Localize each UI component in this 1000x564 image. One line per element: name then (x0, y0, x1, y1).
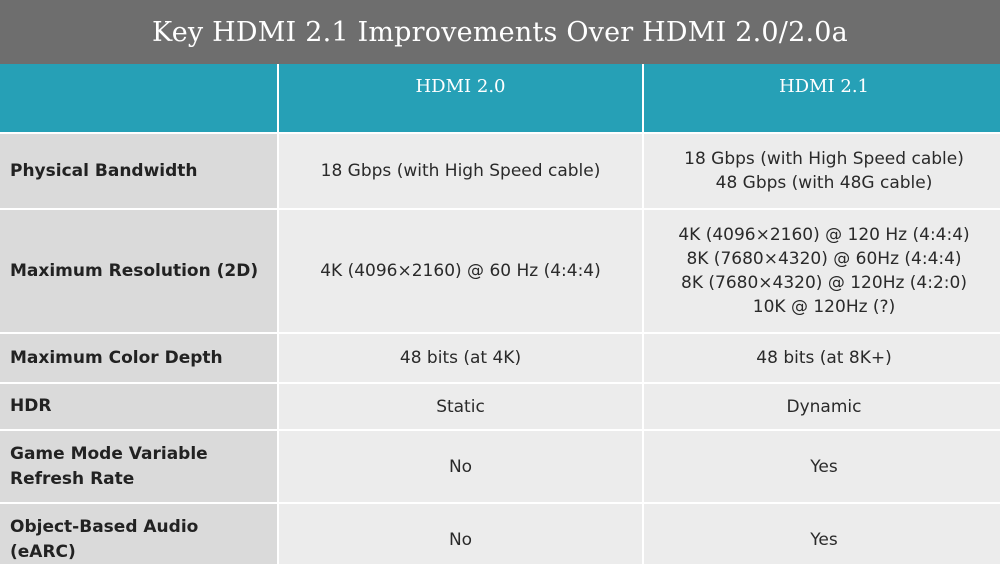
cell-hdmi-2-0-bandwidth: 18 Gbps (with High Speed cable) (279, 134, 642, 208)
cell-line: 8K (7680×4320) @ 120Hz (4:2:0) (681, 273, 967, 293)
cell-hdmi-2-0-audio: No (279, 504, 642, 564)
cell-line: 8K (7680×4320) @ 60Hz (4:4:4) (686, 249, 962, 269)
cell-line: Yes (810, 530, 838, 550)
row-label-line: Refresh Rate (10, 468, 135, 489)
comparison-table: HDMI 2.0 HDMI 2.1 Physical Bandwidth 18 … (0, 64, 1000, 564)
row-label-line: Game Mode Variable (10, 443, 208, 464)
cell-hdmi-2-1-color-depth: 48 bits (at 8K+) (644, 334, 1000, 382)
cell-line: 10K @ 120Hz (?) (752, 297, 896, 317)
cell-line: 4K (4096×2160) @ 120 Hz (4:4:4) (678, 225, 970, 245)
cell-hdmi-2-0-vrr: No (279, 431, 642, 502)
column-header-hdmi-2-1: HDMI 2.1 (644, 64, 1000, 132)
cell-hdmi-2-0-color-depth: 48 bits (at 4K) (279, 334, 642, 382)
row-label-maximum-resolution: Maximum Resolution (2D) (0, 210, 277, 332)
row-label-game-mode-vrr: Game Mode Variable Refresh Rate (0, 431, 277, 502)
row-label-line: Object-Based Audio (10, 517, 199, 537)
cell-line: 48 bits (at 4K) (399, 348, 522, 368)
cell-hdmi-2-1-bandwidth: 18 Gbps (with High Speed cable) 48 Gbps … (644, 134, 1000, 208)
row-label-hdr: HDR (0, 384, 277, 429)
cell-hdmi-2-0-hdr: Static (279, 384, 642, 429)
row-label-maximum-color-depth: Maximum Color Depth (0, 334, 277, 382)
row-label-physical-bandwidth: Physical Bandwidth (0, 134, 277, 208)
cell-line: Dynamic (786, 396, 862, 417)
cell-line: Yes (810, 456, 838, 477)
cell-line: No (448, 456, 473, 477)
cell-line: 18 Gbps (with High Speed cable) (684, 149, 964, 169)
cell-line: No (448, 530, 473, 550)
cell-hdmi-2-1-hdr: Dynamic (644, 384, 1000, 429)
cell-line: Static (436, 396, 485, 417)
cell-hdmi-2-1-audio: Yes (644, 504, 1000, 564)
cell-line: 48 bits (at 8K+) (756, 348, 892, 368)
cell-hdmi-2-1-vrr: Yes (644, 431, 1000, 502)
header-corner (0, 64, 277, 132)
column-header-hdmi-2-0: HDMI 2.0 (279, 64, 642, 132)
page-title: Key HDMI 2.1 Improvements Over HDMI 2.0/… (152, 16, 848, 48)
cell-hdmi-2-0-resolution: 4K (4096×2160) @ 60 Hz (4:4:4) (279, 210, 642, 332)
row-label-line: (eARC) (10, 542, 76, 562)
cell-hdmi-2-1-resolution: 4K (4096×2160) @ 120 Hz (4:4:4) 8K (7680… (644, 210, 1000, 332)
title-bar: Key HDMI 2.1 Improvements Over HDMI 2.0/… (0, 0, 1000, 64)
cell-line: 18 Gbps (with High Speed cable) (320, 161, 601, 181)
cell-line: 48 Gbps (with 48G cable) (715, 173, 933, 193)
cell-line: 4K (4096×2160) @ 60 Hz (4:4:4) (320, 261, 601, 281)
row-label-object-based-audio: Object-Based Audio (eARC) (0, 504, 277, 564)
